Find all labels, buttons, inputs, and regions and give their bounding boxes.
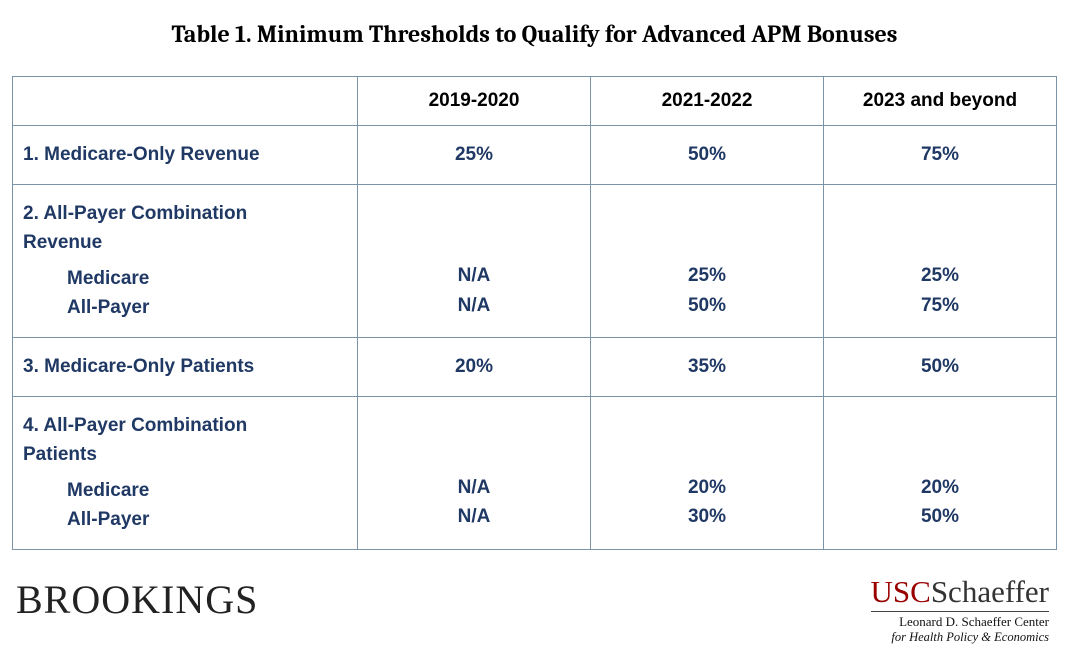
table-row: 2. All-Payer Combination Revenue Medicar… [13, 185, 1057, 338]
row2-c2a: 25% [591, 261, 823, 290]
row2-c3: 25% 75% [824, 185, 1057, 338]
row2-c3a: 25% [824, 261, 1056, 290]
schaeffer-text: Schaeffer [931, 574, 1049, 609]
row4-c2a: 20% [591, 473, 823, 502]
brookings-logo: BROOKINGS [16, 576, 258, 623]
row2-label-line2: Revenue [23, 228, 357, 257]
row2-c2: 25% 50% [591, 185, 824, 338]
row4-c3b: 50% [824, 502, 1056, 531]
row1-c2: 50% [591, 126, 824, 185]
row4-c1: N/A N/A [358, 396, 591, 549]
row1-label: 1. Medicare-Only Revenue [13, 126, 358, 185]
table-row: 1. Medicare-Only Revenue 25% 50% 75% [13, 126, 1057, 185]
usc-divider [871, 611, 1050, 612]
thresholds-table: 2019-2020 2021-2022 2023 and beyond 1. M… [12, 76, 1057, 550]
row2-label: 2. All-Payer Combination Revenue Medicar… [13, 185, 358, 338]
row4-sub2: All-Payer [23, 505, 357, 534]
row4-label-line1: 4. All-Payer Combination [23, 411, 357, 440]
row4-sub1: Medicare [23, 476, 357, 505]
row2-sub1: Medicare [23, 264, 357, 293]
row4-c3: 20% 50% [824, 396, 1057, 549]
row4-label-line2: Patients [23, 440, 357, 469]
table-row: 3. Medicare-Only Patients 20% 35% 50% [13, 337, 1057, 396]
row3-c1: 20% [358, 337, 591, 396]
row4-c2: 20% 30% [591, 396, 824, 549]
row3-c3: 50% [824, 337, 1057, 396]
footer: BROOKINGS USCSchaeffer Leonard D. Schaef… [12, 576, 1057, 646]
row2-label-line1: 2. All-Payer Combination [23, 199, 357, 228]
header-blank [13, 77, 358, 126]
row2-c2b: 50% [591, 291, 823, 320]
header-col-2: 2021-2022 [591, 77, 824, 126]
row1-c3: 75% [824, 126, 1057, 185]
row4-c1a: N/A [358, 473, 590, 502]
table-row: 4. All-Payer Combination Patients Medica… [13, 396, 1057, 549]
usc-text: USC [871, 574, 931, 609]
usc-schaeffer-logo: USCSchaeffer Leonard D. Schaeffer Center… [871, 576, 1054, 646]
row3-label: 3. Medicare-Only Patients [13, 337, 358, 396]
table-title: Table 1. Minimum Thresholds to Qualify f… [12, 20, 1057, 48]
row3-c2: 35% [591, 337, 824, 396]
row4-c1b: N/A [358, 502, 590, 531]
row2-c1b: N/A [358, 291, 590, 320]
row4-label: 4. All-Payer Combination Patients Medica… [13, 396, 358, 549]
row2-c1a: N/A [358, 261, 590, 290]
usc-subtitle-2: for Health Policy & Economics [871, 630, 1050, 646]
row1-c1: 25% [358, 126, 591, 185]
row4-c2b: 30% [591, 502, 823, 531]
header-col-3: 2023 and beyond [824, 77, 1057, 126]
row2-c1: N/A N/A [358, 185, 591, 338]
row4-c3a: 20% [824, 473, 1056, 502]
usc-subtitle-1: Leonard D. Schaeffer Center [871, 614, 1050, 630]
header-col-1: 2019-2020 [358, 77, 591, 126]
table-header-row: 2019-2020 2021-2022 2023 and beyond [13, 77, 1057, 126]
row2-c3b: 75% [824, 291, 1056, 320]
row2-sub2: All-Payer [23, 293, 357, 322]
